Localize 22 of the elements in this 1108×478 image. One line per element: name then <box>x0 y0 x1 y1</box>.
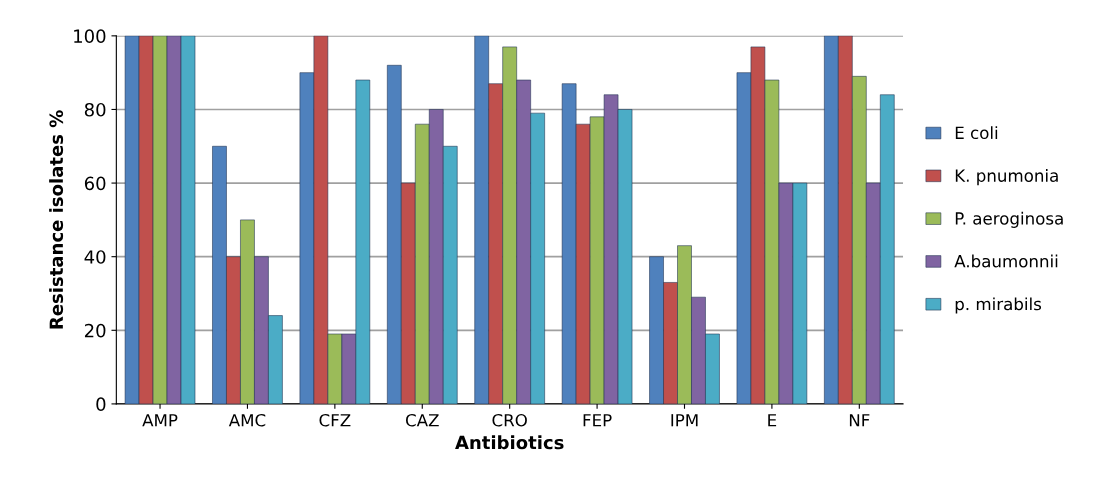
y-tick-label: 40 <box>84 250 106 264</box>
y-tick-label: 20 <box>84 323 106 338</box>
y-tick-label: 100 <box>74 29 106 43</box>
x-tick-label: CAZ <box>405 413 439 427</box>
legend-label: p. mirabils <box>955 297 1042 314</box>
y-tick-label: 0 <box>96 397 106 412</box>
y-tick-label: 80 <box>84 102 106 117</box>
x-tick-label: E <box>768 414 777 427</box>
y-axis-title: Resistance isolates % <box>49 110 64 329</box>
x-tick-label: AMC <box>228 413 266 427</box>
x-tick-label: CFZ <box>319 413 351 427</box>
x-tick-label: FEP <box>583 414 612 427</box>
legend-label: P. aeroginosa <box>955 211 1063 228</box>
legend-label: A.baumonnii <box>954 254 1058 268</box>
legend-label: E coli <box>955 126 998 140</box>
x-axis-title: Antibiotics <box>455 435 564 450</box>
x-tick-label: NF <box>849 414 870 427</box>
x-tick-label: IPM <box>671 414 698 427</box>
x-tick-label: AMP <box>142 414 178 427</box>
y-tick-label: 60 <box>84 176 106 191</box>
legend-label: K. pnumonia <box>955 169 1058 186</box>
x-tick-label: CRO <box>492 413 527 427</box>
